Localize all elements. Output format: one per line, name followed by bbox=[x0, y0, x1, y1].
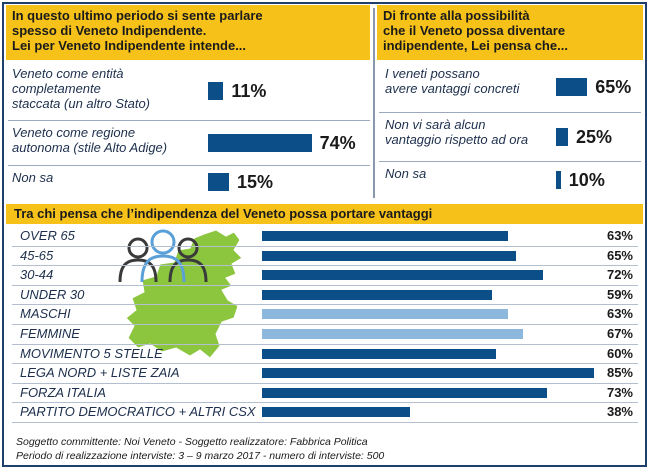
value-label: 59% bbox=[606, 286, 633, 302]
footnote-line-1: Soggetto committente: Noi Veneto - Sogge… bbox=[16, 436, 368, 448]
category-label: MOVIMENTO 5 STELLE bbox=[20, 345, 163, 361]
category-label-line: I veneti possano bbox=[385, 66, 480, 81]
category-label: FEMMINE bbox=[20, 326, 80, 341]
row-separator bbox=[12, 265, 638, 267]
bar bbox=[208, 173, 229, 191]
category-label-line: staccata (un altro Stato) bbox=[12, 96, 151, 111]
value-label: 38% bbox=[606, 404, 633, 420]
value-label: 72% bbox=[606, 267, 633, 283]
panel-divider bbox=[373, 8, 375, 198]
value-label: 65% bbox=[595, 77, 632, 97]
category-label: I veneti possano avere vantaggi concreti bbox=[385, 66, 519, 96]
category-label: 45-65 bbox=[20, 247, 54, 263]
category-label: Veneto come regione autonoma (stile Alto … bbox=[12, 125, 167, 155]
value-label: 63% bbox=[606, 228, 633, 243]
value-label: 11% bbox=[231, 81, 267, 101]
row-separator bbox=[12, 245, 638, 247]
bar bbox=[262, 231, 508, 241]
value-label: 60% bbox=[606, 345, 633, 361]
row-separator bbox=[8, 165, 370, 166]
bar bbox=[262, 348, 496, 359]
bar bbox=[208, 82, 224, 100]
category-label: LEGA NORD + LISTE ZAIA bbox=[20, 365, 180, 381]
right-title-line-3: indipendente, Lei pensa che... bbox=[383, 38, 568, 53]
bar bbox=[262, 309, 508, 320]
category-label: Veneto come entità completamente staccata … bbox=[12, 66, 150, 111]
right-panel-title: Di fronte alla possibilità che il Veneto… bbox=[377, 5, 643, 60]
category-label-line: autonoma (stile Alto Adige) bbox=[12, 140, 168, 155]
right-title-line-2: che il Veneto possa diventare bbox=[383, 23, 566, 38]
left-title-line-1: In questo ultimo periodo si sente parlar… bbox=[12, 8, 263, 23]
category-label: FORZA ITALIA bbox=[20, 384, 106, 400]
bar bbox=[262, 368, 594, 379]
value-label: 10% bbox=[568, 170, 605, 190]
value-label: 15% bbox=[237, 172, 274, 192]
bar bbox=[262, 250, 516, 261]
people-icon bbox=[118, 229, 208, 283]
value-label: 65% bbox=[606, 247, 633, 263]
row-separator bbox=[8, 120, 370, 121]
bar bbox=[262, 407, 411, 418]
category-label: 30-44 bbox=[20, 267, 54, 283]
row-separator bbox=[12, 402, 638, 404]
bar bbox=[556, 128, 568, 146]
row-separator bbox=[12, 324, 638, 325]
veneto-map-icon bbox=[125, 229, 243, 359]
bar bbox=[208, 134, 312, 152]
bar bbox=[556, 78, 588, 96]
left-title-line-2: spesso di Veneto Indipendente. bbox=[12, 23, 207, 38]
bar bbox=[262, 329, 524, 339]
value-label: 85% bbox=[606, 365, 633, 381]
value-label: 63% bbox=[606, 306, 633, 322]
infographic-frame bbox=[2, 2, 647, 467]
value-label: 25% bbox=[576, 127, 613, 147]
row-separator bbox=[12, 284, 638, 286]
bar bbox=[262, 289, 493, 300]
value-label: 67% bbox=[606, 326, 633, 341]
category-label-line: avere vantaggi concreti bbox=[385, 81, 520, 96]
category-label-line: Non vi sarà alcun bbox=[385, 117, 486, 132]
category-label: PARTITO DEMOCRATICO + ALTRI CSX bbox=[20, 404, 256, 420]
category-label: Non sa bbox=[385, 166, 426, 181]
category-label-line: Veneto come entità bbox=[12, 66, 124, 81]
bottom-panel-title: Tra chi pensa che l’indipendenza del Ven… bbox=[6, 204, 643, 224]
row-separator bbox=[12, 343, 638, 345]
row-separator bbox=[12, 382, 638, 384]
bar bbox=[262, 387, 547, 398]
value-label: 74% bbox=[319, 133, 356, 153]
category-label: Non sa bbox=[12, 170, 53, 185]
category-label-line: completamente bbox=[12, 81, 101, 96]
right-title-line-1: Di fronte alla possibilità bbox=[383, 8, 530, 23]
left-title-line-3: Lei per Veneto Indipendente intende... bbox=[12, 38, 247, 53]
bar bbox=[556, 171, 561, 189]
value-label: 73% bbox=[606, 384, 633, 400]
category-label-line: Non sa bbox=[12, 170, 54, 185]
row-separator bbox=[12, 304, 638, 306]
category-label-line: Non sa bbox=[385, 166, 427, 181]
category-label: OVER 65 bbox=[20, 228, 75, 243]
category-label: Non vi sarà alcun vantaggio rispetto ad o… bbox=[385, 117, 528, 147]
row-separator bbox=[12, 363, 638, 365]
veneto-map-illustration bbox=[118, 229, 243, 359]
row-separator bbox=[379, 112, 641, 113]
category-label-line: vantaggio rispetto ad ora bbox=[385, 132, 529, 147]
category-label: MASCHI bbox=[20, 306, 71, 322]
bar bbox=[262, 270, 543, 281]
left-panel-title: In questo ultimo periodo si sente parlar… bbox=[6, 5, 370, 60]
row-separator bbox=[12, 422, 638, 423]
row-separator bbox=[379, 161, 641, 162]
footnote-line-2: Periodo di realizzazione interviste: 3 –… bbox=[16, 450, 385, 462]
category-label: UNDER 30 bbox=[20, 286, 85, 302]
category-label-line: Veneto come regione bbox=[12, 125, 136, 140]
